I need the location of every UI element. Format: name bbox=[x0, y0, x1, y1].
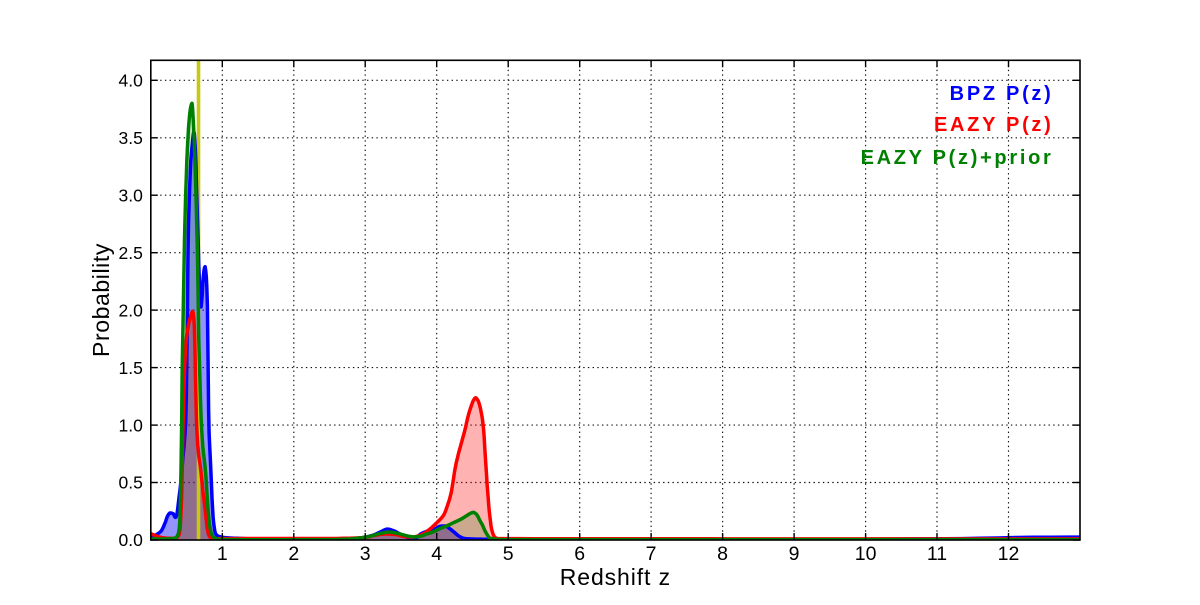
svg-text:3.0: 3.0 bbox=[118, 185, 143, 205]
svg-text:5: 5 bbox=[503, 543, 514, 565]
svg-text:4: 4 bbox=[431, 543, 442, 565]
svg-text:9: 9 bbox=[789, 543, 800, 565]
svg-text:BPZ P(z): BPZ P(z) bbox=[950, 83, 1054, 105]
svg-text:EAZY P(z): EAZY P(z) bbox=[934, 114, 1054, 136]
svg-text:12: 12 bbox=[998, 543, 1020, 565]
svg-text:2.0: 2.0 bbox=[118, 300, 143, 320]
svg-text:6: 6 bbox=[574, 543, 585, 565]
svg-text:8: 8 bbox=[717, 543, 728, 565]
svg-text:1.0: 1.0 bbox=[118, 415, 143, 435]
svg-text:3.5: 3.5 bbox=[118, 128, 142, 148]
svg-text:4.0: 4.0 bbox=[118, 71, 143, 91]
svg-text:EAZY P(z)+prior: EAZY P(z)+prior bbox=[861, 147, 1054, 169]
svg-text:10: 10 bbox=[855, 543, 877, 565]
svg-text:Probability: Probability bbox=[88, 243, 114, 357]
svg-text:2.5: 2.5 bbox=[118, 243, 142, 263]
svg-text:11: 11 bbox=[927, 543, 947, 565]
svg-text:3: 3 bbox=[360, 543, 371, 565]
svg-text:1.5: 1.5 bbox=[118, 358, 142, 378]
svg-text:2: 2 bbox=[288, 543, 299, 565]
svg-text:0.5: 0.5 bbox=[118, 473, 142, 493]
svg-text:Redshift z: Redshift z bbox=[560, 564, 671, 590]
svg-text:0.0: 0.0 bbox=[118, 530, 143, 550]
svg-text:1: 1 bbox=[217, 543, 228, 565]
svg-text:7: 7 bbox=[646, 543, 657, 565]
